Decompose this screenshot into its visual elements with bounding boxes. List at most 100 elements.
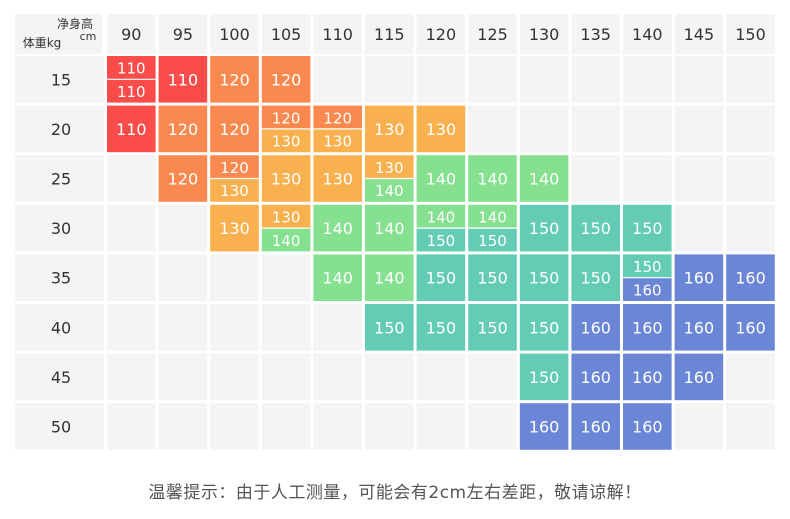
size-label: 130 (272, 208, 301, 226)
size-cell (365, 254, 414, 301)
empty-cell (519, 56, 569, 103)
empty-cell (261, 403, 311, 450)
corner-cell (15, 14, 102, 54)
empty-cell (623, 155, 672, 202)
size-label: 110 (168, 70, 199, 89)
size-label: 130 (375, 159, 404, 177)
empty-cell (726, 403, 775, 450)
empty-cell (468, 403, 517, 450)
empty-cell (107, 353, 156, 401)
size-cell-half (313, 128, 362, 153)
size-cell (416, 105, 466, 153)
size-label: 160 (632, 368, 663, 387)
size-label: 120 (271, 70, 302, 89)
empty-cell (313, 56, 362, 103)
empty-cell (468, 353, 517, 401)
empty-cell (210, 353, 259, 401)
empty-cell (261, 254, 311, 301)
empty-cell (416, 353, 466, 401)
empty-cell (210, 304, 259, 351)
empty-cell (365, 403, 414, 450)
height-header: 95 (173, 25, 193, 44)
size-cell (623, 204, 672, 252)
size-cell-half (468, 204, 517, 229)
size-label: 160 (580, 418, 611, 437)
size-label: 140 (426, 170, 457, 189)
size-label: 150 (632, 219, 663, 238)
size-label: 160 (684, 368, 715, 387)
size-cell-half (261, 204, 311, 229)
size-label: 160 (529, 418, 560, 437)
corner-header: 净身高 cm 体重kg (15, 14, 102, 54)
row-header-cell (15, 304, 104, 351)
height-header: 100 (219, 25, 250, 44)
size-label: 120 (323, 109, 352, 127)
height-header: 140 (632, 25, 663, 44)
row-header-cell (15, 254, 104, 301)
size-label: 160 (684, 318, 715, 337)
size-label: 110 (117, 83, 146, 101)
height-unit: cm (80, 30, 97, 43)
size-label: 150 (426, 269, 457, 288)
size-cell (674, 304, 724, 351)
weight-header: 35 (51, 269, 71, 288)
weight-header: 30 (51, 219, 71, 238)
size-label: 140 (374, 219, 405, 238)
size-label: 120 (219, 120, 250, 139)
size-label: 150 (580, 269, 611, 288)
size-label: 130 (322, 170, 353, 189)
size-cell-half (468, 228, 517, 252)
size-label: 160 (684, 269, 715, 288)
size-label: 140 (374, 269, 405, 288)
size-cell (726, 304, 775, 351)
size-label: 130 (426, 120, 457, 139)
height-header: 150 (735, 25, 766, 44)
size-label: 150 (529, 219, 560, 238)
size-label: 130 (271, 170, 302, 189)
empty-cell (674, 105, 724, 153)
empty-cell (261, 353, 311, 401)
size-label: 110 (116, 120, 147, 139)
size-cell-half (107, 56, 156, 80)
weight-header: 15 (51, 70, 71, 89)
size-cell (519, 353, 569, 401)
size-cell (571, 353, 620, 401)
empty-cell (416, 403, 466, 450)
size-label: 120 (220, 159, 249, 177)
size-cell (158, 105, 208, 153)
weight-header: 20 (51, 120, 71, 139)
empty-cell (726, 353, 775, 401)
size-cell (519, 304, 569, 351)
size-cell (519, 403, 569, 450)
empty-cell (365, 56, 414, 103)
size-label: 150 (426, 318, 457, 337)
empty-cell (571, 105, 620, 153)
size-cell-half (416, 228, 466, 252)
empty-cell (674, 403, 724, 450)
height-header: 90 (121, 25, 141, 44)
size-label: 130 (220, 182, 249, 200)
column-header-cell (313, 14, 362, 54)
size-cell (210, 204, 259, 252)
size-cell (468, 304, 517, 351)
height-header: 125 (477, 25, 508, 44)
size-label: 150 (580, 219, 611, 238)
size-label: 150 (477, 269, 508, 288)
empty-cell (726, 204, 775, 252)
size-label: 160 (580, 318, 611, 337)
size-cell (623, 353, 672, 401)
size-label: 160 (580, 368, 611, 387)
empty-cell (158, 403, 208, 450)
size-label: 120 (168, 170, 199, 189)
row-header-cell (15, 204, 104, 252)
empty-cell (726, 56, 775, 103)
size-label: 140 (272, 232, 301, 250)
size-cell (313, 155, 362, 202)
size-cell (416, 254, 466, 301)
size-cell (365, 204, 414, 252)
size-cell (313, 204, 362, 252)
column-header-cell (107, 14, 156, 54)
row-header-cell (15, 403, 104, 450)
empty-cell (158, 204, 208, 252)
